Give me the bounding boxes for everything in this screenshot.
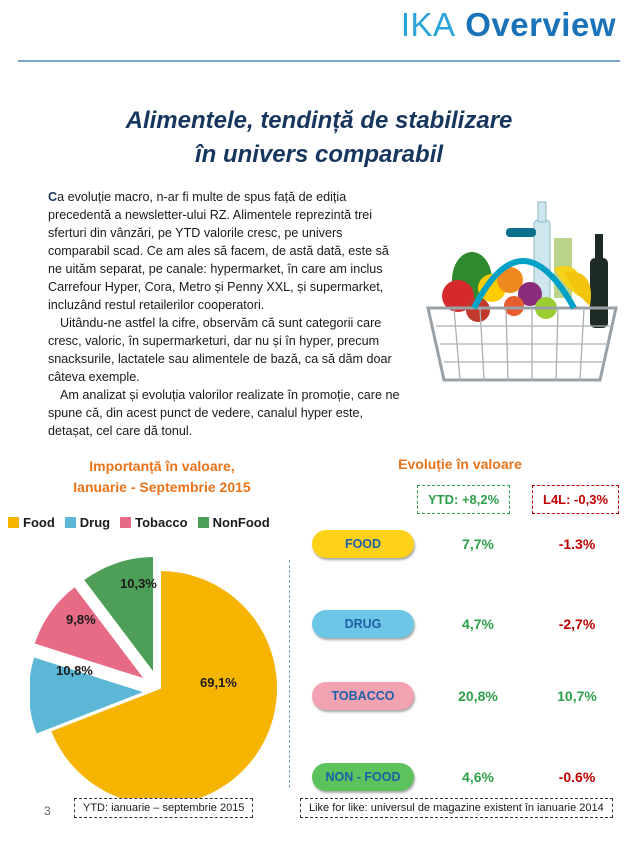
legend-item-nonfood: NonFood — [197, 515, 270, 530]
pie-slice-nonfood — [81, 554, 155, 677]
pie-slice-food — [48, 568, 279, 798]
category-pill-non-food: NON - FOOD — [312, 763, 414, 791]
page-number: 3 — [44, 804, 51, 818]
legend-label: NonFood — [212, 515, 270, 530]
legend-item-food: Food — [8, 515, 55, 530]
pie-label-tobacco: 9,8% — [66, 612, 96, 627]
brand-part2: Overview — [465, 6, 616, 43]
evolution-heading: Evoluție în valoare — [398, 456, 522, 472]
l4l-value-non-food: -0.6% — [558, 769, 596, 785]
l4l-total-badge: L4L: -0,3% — [532, 485, 620, 514]
article-title: Alimentele, tendință de stabilizare în u… — [0, 104, 638, 172]
pie-label-nonfood: 10,3% — [120, 576, 157, 591]
title-line1: Alimentele, tendință de stabilizare — [125, 107, 513, 134]
vertical-divider — [289, 560, 290, 788]
dropcap: C — [48, 190, 58, 204]
intro-paragraph-1: Ca evoluție macro, n-ar fi multe de spus… — [48, 188, 400, 314]
brand-title: IKA Overview — [401, 6, 616, 44]
brand-part1: IKA — [400, 6, 456, 43]
pie-chart-heading: Importanță în valoare, Ianuarie - Septem… — [40, 456, 284, 498]
l4l-footnote: Like for like: universul de magazine exi… — [300, 798, 613, 818]
ytd-value-non-food: 4,6% — [462, 769, 494, 785]
intro-paragraph-3: Am analizat și evoluția valorilor realiz… — [48, 388, 400, 438]
pie-slice-drug — [30, 654, 150, 737]
title-line2: în univers comparabil — [194, 141, 444, 168]
ytd-footnote: YTD: ianuarie – septembrie 2015 — [74, 798, 254, 818]
l4l-value-food: -1.3% — [558, 536, 596, 552]
category-pill-drug: DRUG — [312, 610, 414, 638]
pie-label-food: 69,1% — [200, 675, 237, 690]
legend-swatch — [120, 517, 132, 528]
grocery-basket-image — [426, 201, 618, 382]
pie-heading-line1: Importanță în valoare, — [89, 458, 235, 474]
ytd-value-drug: 4,7% — [462, 616, 494, 632]
ytd-value-food: 7,7% — [462, 536, 494, 552]
legend-swatch — [64, 517, 76, 528]
intro-text: Ca evoluție macro, n-ar fi multe de spus… — [48, 188, 400, 440]
chart-legend: Food Drug Tobacco NonFood — [8, 515, 270, 530]
legend-label: Tobacco — [135, 515, 188, 530]
ytd-total-badge: YTD: +8,2% — [417, 485, 511, 514]
legend-label: Drug — [79, 515, 111, 530]
legend-swatch — [8, 517, 19, 528]
legend-swatch — [197, 517, 209, 528]
pie-label-drug: 10,8% — [56, 663, 93, 678]
legend-item-tobacco: Tobacco — [120, 515, 188, 530]
l4l-value-drug: -2,7% — [558, 616, 596, 632]
intro-p1-text: a evoluție macro, n-ar fi multe de spus … — [48, 190, 389, 312]
header-rule — [18, 60, 620, 62]
intro-paragraph-2: Uitându-ne astfel la cifre, observăm că … — [48, 316, 392, 384]
legend-item-drug: Drug — [64, 515, 111, 530]
pie-heading-line2: Ianuarie - Septembrie 2015 — [73, 479, 251, 495]
pie-slice-tobacco — [32, 584, 149, 682]
legend-label: Food — [23, 515, 55, 530]
pie-chart: 69,1% 10,8% 9,8% 10,3% — [30, 554, 279, 798]
category-pill-tobacco: TOBACCO — [312, 682, 414, 710]
category-pill-food: FOOD — [312, 530, 414, 558]
ytd-value-tobacco: 20,8% — [458, 688, 498, 704]
l4l-value-tobacco: 10,7% — [557, 688, 597, 704]
